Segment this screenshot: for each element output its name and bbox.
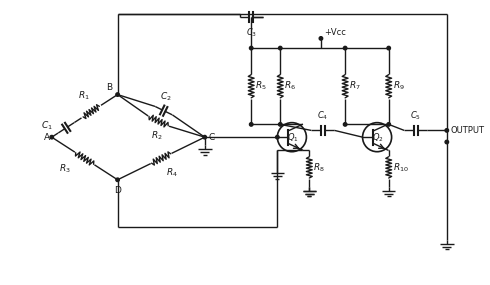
Text: $R_9$: $R_9$	[392, 80, 404, 93]
Circle shape	[203, 135, 206, 139]
Circle shape	[116, 93, 120, 96]
Text: $C_2$: $C_2$	[160, 90, 172, 103]
Circle shape	[278, 46, 282, 50]
Text: $R_5$: $R_5$	[255, 80, 267, 93]
Text: $C_5$: $C_5$	[410, 109, 421, 122]
Text: $R_7$: $R_7$	[349, 80, 361, 93]
Circle shape	[116, 178, 120, 182]
Text: $C_1$: $C_1$	[41, 120, 52, 132]
Text: C: C	[209, 133, 215, 142]
Text: $Q_2$: $Q_2$	[372, 132, 384, 144]
Circle shape	[445, 140, 448, 144]
Text: $R_1$: $R_1$	[77, 89, 89, 102]
Text: $R_4$: $R_4$	[166, 166, 178, 179]
Text: A: A	[44, 133, 50, 142]
Circle shape	[387, 123, 391, 126]
Circle shape	[343, 123, 347, 126]
Text: $R_{10}$: $R_{10}$	[392, 161, 409, 174]
Text: OUTPUT: OUTPUT	[451, 126, 485, 135]
Text: $R_6$: $R_6$	[284, 80, 296, 93]
Text: +Vcc: +Vcc	[324, 28, 346, 37]
Text: $R_3$: $R_3$	[59, 162, 71, 175]
Circle shape	[50, 135, 53, 139]
Text: $R_8$: $R_8$	[313, 161, 325, 174]
Text: $Q_1$: $Q_1$	[287, 132, 299, 144]
Text: D: D	[114, 186, 121, 195]
Circle shape	[445, 129, 448, 132]
Text: $R_2$: $R_2$	[151, 130, 163, 142]
Text: B: B	[107, 83, 113, 92]
Circle shape	[278, 123, 282, 126]
Circle shape	[343, 46, 347, 50]
Circle shape	[249, 46, 253, 50]
Text: $C_3$: $C_3$	[245, 27, 257, 39]
Circle shape	[387, 46, 391, 50]
Circle shape	[319, 37, 323, 40]
Circle shape	[275, 135, 279, 139]
Text: $C_4$: $C_4$	[317, 109, 328, 122]
Circle shape	[249, 123, 253, 126]
